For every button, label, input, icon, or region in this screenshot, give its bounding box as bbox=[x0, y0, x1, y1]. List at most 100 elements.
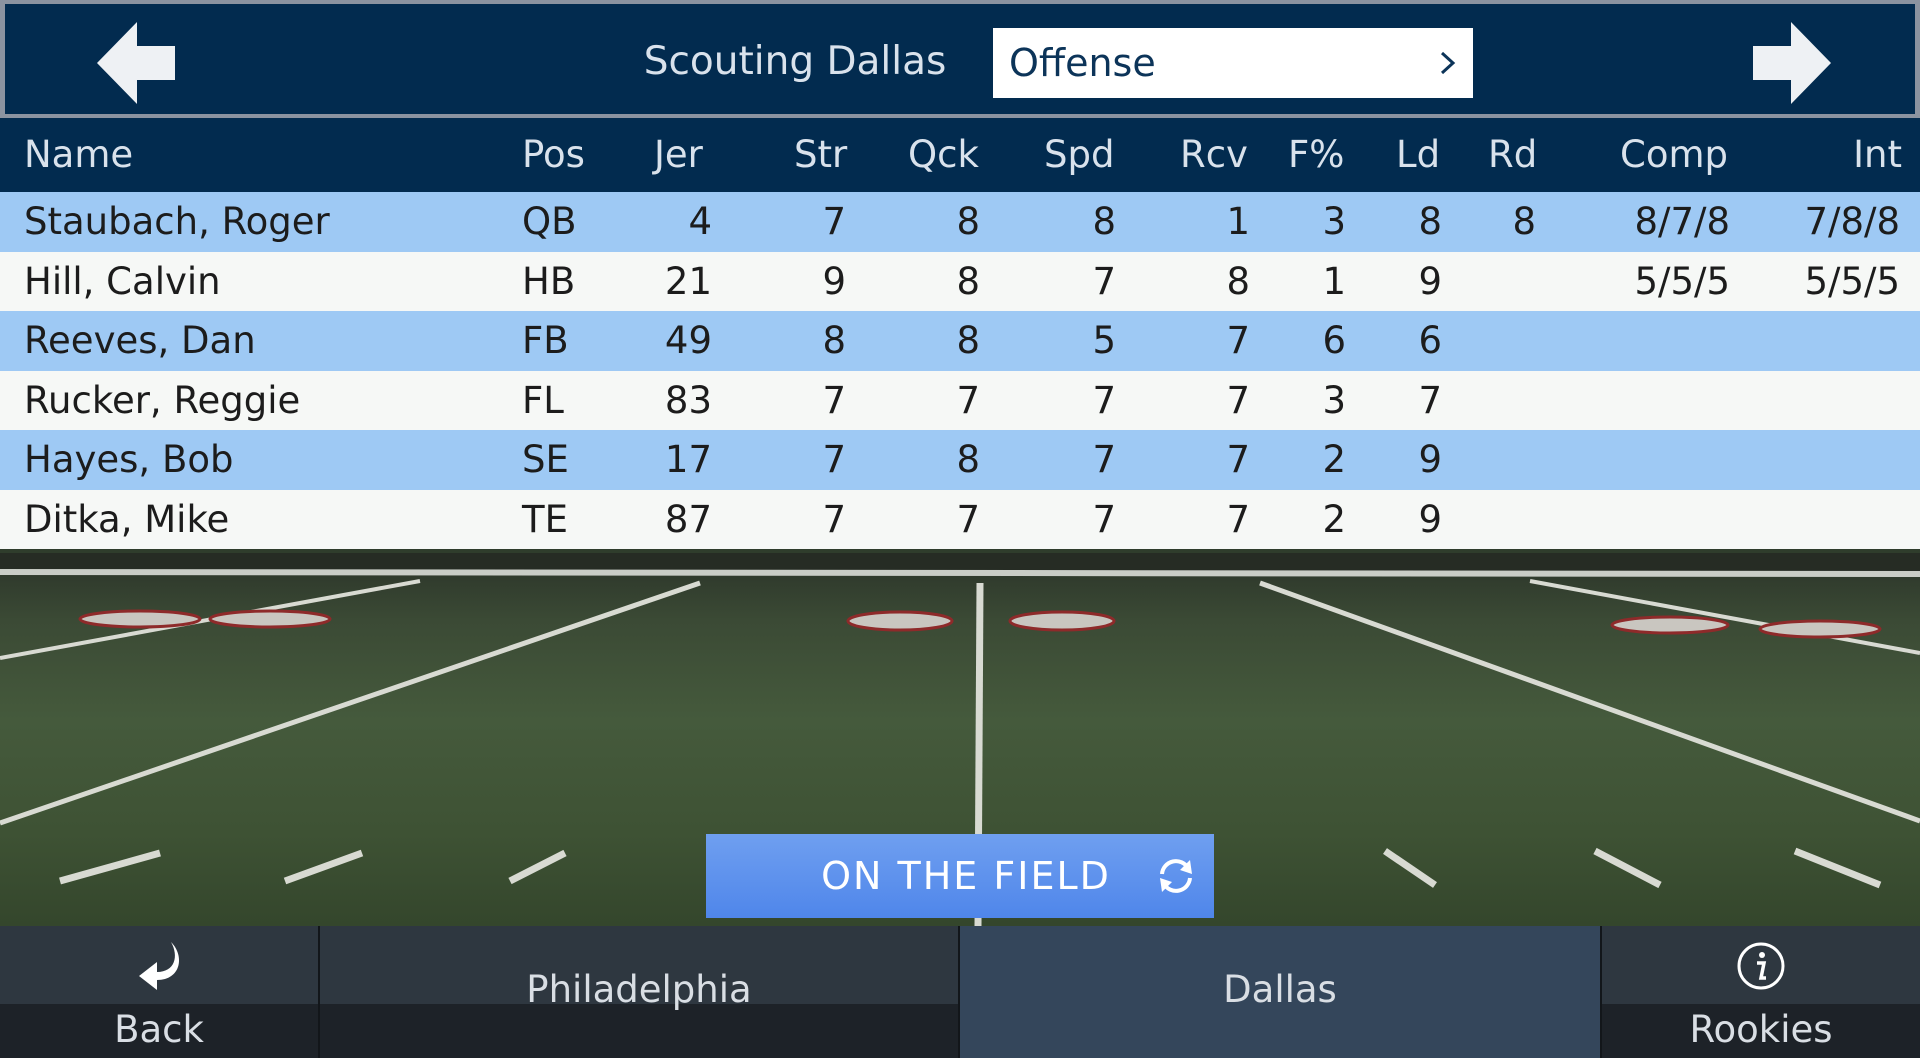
cell-rcv: 7 bbox=[1226, 497, 1250, 541]
table-row[interactable]: Reeves, Dan FB 49 8 8 5 7 6 6 bbox=[0, 311, 1920, 371]
col-header-qck[interactable]: Qck bbox=[908, 133, 979, 176]
info-icon bbox=[1737, 942, 1785, 990]
cell-str: 7 bbox=[822, 200, 846, 243]
nav-tile-upper bbox=[320, 926, 958, 1004]
cell-qck: 8 bbox=[956, 319, 980, 362]
cell-jer: 17 bbox=[664, 438, 712, 481]
cell-qck: 8 bbox=[956, 200, 980, 243]
cell-rd: 8 bbox=[1512, 200, 1536, 243]
refresh-icon bbox=[1160, 859, 1192, 893]
col-header-int[interactable]: Int bbox=[1853, 133, 1902, 176]
back-arrow-icon bbox=[139, 942, 180, 990]
cell-ld: 8 bbox=[1418, 200, 1442, 243]
table-header: Name Pos Jer Str Qck Spd Rcv F% Ld Rd Co… bbox=[0, 118, 1920, 192]
header-bar: Scouting Dallas Offense bbox=[0, 0, 1920, 118]
next-team-button[interactable] bbox=[1741, 22, 1831, 104]
cell-name: Hayes, Bob bbox=[24, 438, 234, 481]
cell-spd: 7 bbox=[1092, 438, 1116, 481]
col-header-comp[interactable]: Comp bbox=[1620, 133, 1729, 176]
cell-fpct: 3 bbox=[1322, 200, 1346, 243]
right-arrow-icon bbox=[1753, 22, 1831, 104]
cell-pos: FL bbox=[522, 378, 564, 422]
header-inner: Scouting Dallas Offense bbox=[5, 4, 1915, 114]
back-label: Back bbox=[114, 1008, 204, 1051]
cell-pos: QB bbox=[522, 200, 577, 243]
cell-name: Rucker, Reggie bbox=[24, 378, 301, 422]
nav-tile-upper bbox=[1602, 926, 1920, 1004]
unit-dropdown[interactable]: Offense bbox=[993, 28, 1473, 98]
nav-tile-upper bbox=[0, 926, 318, 1004]
cell-jer: 83 bbox=[664, 378, 712, 422]
cell-ld: 6 bbox=[1418, 319, 1442, 362]
cell-qck: 7 bbox=[956, 378, 980, 422]
cell-spd: 8 bbox=[1092, 200, 1116, 243]
tab-philadelphia-label: Philadelphia bbox=[526, 968, 752, 1011]
player-ratings-table: Name Pos Jer Str Qck Spd Rcv F% Ld Rd Co… bbox=[0, 118, 1920, 549]
cell-pos: TE bbox=[522, 497, 568, 541]
on-the-field-button[interactable]: ON THE FIELD bbox=[706, 834, 1214, 918]
bottom-nav: Back Philadelphia Dallas Rookies bbox=[0, 926, 1920, 1058]
table-row[interactable]: Hayes, Bob SE 17 7 8 7 7 2 9 bbox=[0, 430, 1920, 490]
rookies-button[interactable]: Rookies bbox=[1600, 926, 1920, 1058]
cell-qck: 7 bbox=[956, 497, 980, 541]
nav-tile-lower bbox=[960, 1004, 1600, 1058]
col-header-spd[interactable]: Spd bbox=[1044, 133, 1115, 176]
nav-tile-upper bbox=[960, 926, 1600, 1004]
cell-comp: 8/7/8 bbox=[1634, 200, 1730, 243]
left-arrow-icon bbox=[97, 22, 175, 104]
previous-team-button[interactable] bbox=[97, 22, 187, 104]
field-lines-graphic bbox=[0, 553, 1920, 926]
col-header-fpct[interactable]: F% bbox=[1288, 133, 1345, 176]
unit-dropdown-value: Offense bbox=[1009, 41, 1156, 85]
cell-str: 7 bbox=[822, 438, 846, 481]
cell-qck: 8 bbox=[956, 259, 980, 303]
col-header-str[interactable]: Str bbox=[794, 133, 848, 176]
cell-name: Reeves, Dan bbox=[24, 319, 256, 362]
cell-spd: 5 bbox=[1092, 319, 1116, 362]
nav-tile-lower bbox=[320, 1004, 958, 1058]
cell-jer: 87 bbox=[664, 497, 712, 541]
cell-pos: SE bbox=[522, 438, 569, 481]
table-row[interactable]: Staubach, Roger QB 4 7 8 8 1 3 8 8 8/7/8… bbox=[0, 192, 1920, 252]
table-row[interactable]: Rucker, Reggie FL 83 7 7 7 7 3 7 bbox=[0, 370, 1920, 430]
cell-rcv: 1 bbox=[1226, 200, 1250, 243]
rookies-label: Rookies bbox=[1689, 1008, 1833, 1051]
cell-comp: 5/5/5 bbox=[1634, 259, 1730, 303]
cell-fpct: 2 bbox=[1322, 438, 1346, 481]
cell-fpct: 3 bbox=[1322, 378, 1346, 422]
cell-fpct: 6 bbox=[1322, 319, 1346, 362]
cell-rcv: 7 bbox=[1226, 378, 1250, 422]
cell-pos: FB bbox=[522, 319, 569, 362]
table-row[interactable]: Hill, Calvin HB 21 9 8 7 8 1 9 5/5/5 5/5… bbox=[0, 251, 1920, 311]
cell-fpct: 1 bbox=[1322, 259, 1346, 303]
cell-str: 8 bbox=[822, 319, 846, 362]
cell-ld: 7 bbox=[1418, 378, 1442, 422]
nav-tile-lower bbox=[0, 1004, 318, 1058]
col-header-jer[interactable]: Jer bbox=[654, 133, 703, 176]
cell-ld: 9 bbox=[1418, 259, 1442, 303]
cell-str: 9 bbox=[822, 259, 846, 303]
chevron-right-icon bbox=[1440, 51, 1456, 75]
cell-str: 7 bbox=[822, 378, 846, 422]
cell-pos: HB bbox=[522, 259, 576, 303]
cell-name: Hill, Calvin bbox=[24, 259, 221, 303]
col-header-rcv[interactable]: Rcv bbox=[1180, 133, 1248, 176]
col-header-rd[interactable]: Rd bbox=[1488, 133, 1538, 176]
col-header-name[interactable]: Name bbox=[24, 133, 134, 176]
tab-philadelphia[interactable]: Philadelphia bbox=[320, 926, 960, 1058]
cell-qck: 8 bbox=[956, 438, 980, 481]
back-button[interactable]: Back bbox=[0, 926, 320, 1058]
cell-spd: 7 bbox=[1092, 497, 1116, 541]
cell-ld: 9 bbox=[1418, 438, 1442, 481]
cell-spd: 7 bbox=[1092, 378, 1116, 422]
cell-rcv: 7 bbox=[1226, 438, 1250, 481]
nav-tile-lower bbox=[1602, 1004, 1920, 1058]
cell-name: Staubach, Roger bbox=[24, 200, 330, 243]
tab-dallas[interactable]: Dallas bbox=[960, 926, 1600, 1058]
cell-rcv: 8 bbox=[1226, 259, 1250, 303]
col-header-pos[interactable]: Pos bbox=[522, 133, 585, 176]
table-row[interactable]: Ditka, Mike TE 87 7 7 7 7 2 9 bbox=[0, 489, 1920, 549]
cell-int: 5/5/5 bbox=[1804, 259, 1900, 303]
col-header-ld[interactable]: Ld bbox=[1396, 133, 1441, 176]
tab-dallas-label: Dallas bbox=[1223, 968, 1337, 1011]
